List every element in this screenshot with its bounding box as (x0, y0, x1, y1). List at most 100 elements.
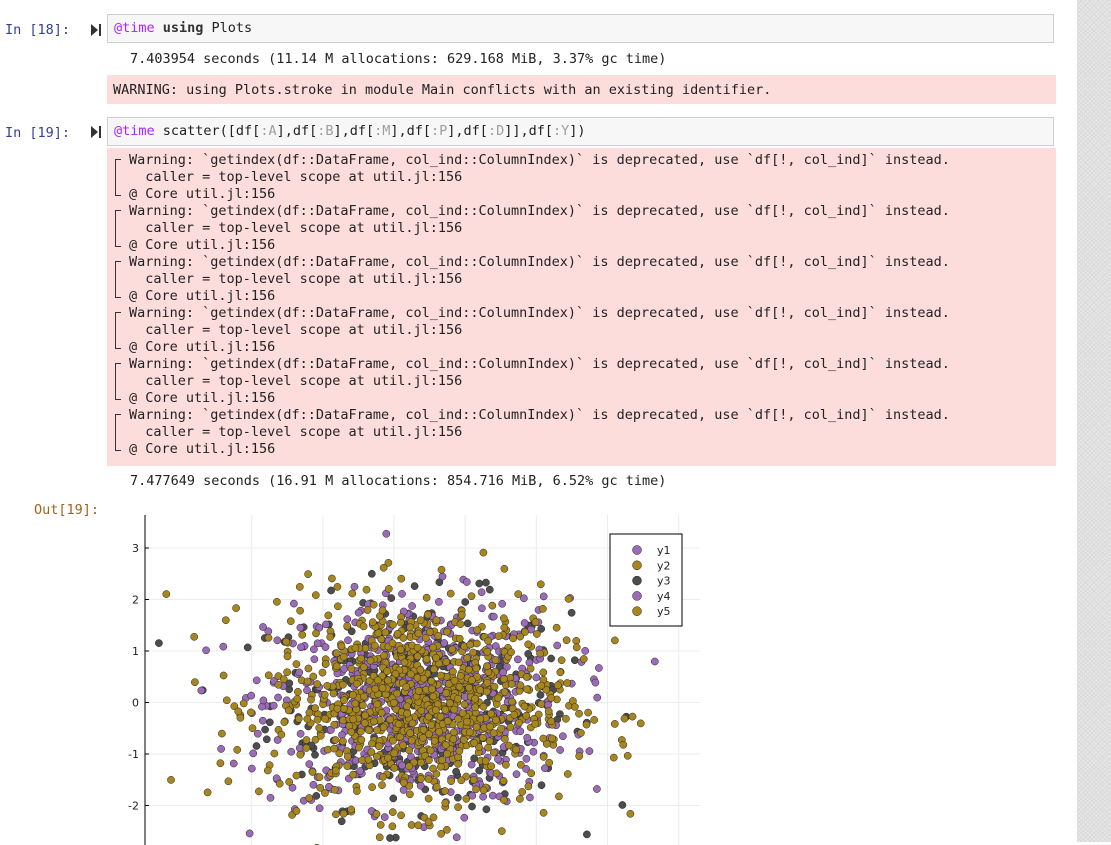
scatter-point (422, 593, 431, 602)
scatter-point (367, 569, 376, 578)
scatter-point (475, 579, 484, 588)
scatter-point (375, 833, 384, 842)
warning-block: Warning: `getindex(df::DataFrame, col_in… (107, 152, 1056, 203)
scatter-point (441, 706, 450, 714)
scatter-point (476, 686, 485, 694)
run-cell-icon[interactable] (91, 24, 101, 36)
scatter-point (499, 614, 508, 623)
scatter-point (463, 717, 471, 726)
warning-line: caller = top-level scope at util.jl:156 (129, 220, 463, 236)
scatter-point (456, 672, 465, 680)
scatter-point (457, 776, 466, 785)
scatter-point (479, 792, 487, 801)
scatter-point (419, 733, 427, 742)
scatter-point (623, 751, 632, 760)
cell-prompt: In [19]: (5, 125, 71, 141)
scatter-point (494, 755, 502, 763)
scatter-point (384, 558, 393, 567)
scrollbar[interactable] (1077, 0, 1111, 842)
scatter-point (509, 634, 517, 643)
scatter-point (295, 583, 304, 591)
scatter-point (500, 704, 508, 712)
bracket-mid (115, 271, 121, 291)
scatter-point (500, 564, 509, 573)
code-symbol: :Y (552, 123, 570, 139)
scatter-point (331, 736, 340, 744)
scatter-point (463, 619, 472, 628)
scatter-point (243, 643, 252, 652)
scatter-point (497, 724, 506, 733)
scatter-point (575, 709, 583, 718)
scatter-point (262, 735, 271, 744)
scatter-point (539, 668, 548, 677)
legend-label: y2 (657, 559, 671, 572)
scatter-point (247, 764, 256, 773)
scatter-point (406, 790, 414, 799)
scatter-point (469, 776, 478, 784)
scatter-point (431, 706, 440, 714)
scatter-point (332, 649, 341, 658)
scatter-point (259, 623, 267, 631)
legend-marker (632, 575, 642, 586)
scatter-point (203, 788, 212, 797)
scatter-point (259, 696, 268, 705)
scatter-plot: 3 2 1 0 -1 -2 y1 y2 y3 y4 y5 (128, 515, 700, 845)
scatter-point (367, 748, 376, 756)
scatter-point (417, 775, 425, 783)
scatter-point (425, 730, 433, 739)
bracket-bottom (115, 443, 121, 451)
scatter-point (313, 639, 322, 648)
scatter-point (270, 749, 279, 758)
scatter-point (285, 778, 294, 786)
scatter-point (443, 749, 452, 758)
scatter-point (531, 618, 540, 627)
bracket-mid (115, 424, 121, 444)
scatter-point (252, 676, 261, 685)
scatter-point (315, 804, 324, 813)
scatter-point (162, 590, 171, 598)
scatter-point (422, 634, 430, 642)
scatter-point (541, 764, 549, 773)
scatter-point (460, 813, 469, 822)
legend-marker (632, 560, 642, 571)
scatter-point (520, 619, 529, 627)
scatter-point (378, 781, 386, 789)
warning-line: @ Core util.jl:156 (129, 186, 276, 202)
scatter-point (334, 602, 342, 611)
scatter-point (303, 715, 312, 723)
scatter-point (403, 709, 411, 718)
scatter-point (478, 604, 486, 613)
scatter-point (489, 729, 498, 737)
scatter-point (455, 634, 464, 643)
bracket-top (115, 312, 121, 323)
scatter-point (523, 733, 532, 742)
scatter-point (494, 632, 503, 641)
scatter-point (479, 786, 488, 795)
scatter-point (437, 565, 446, 574)
scatter-point (222, 696, 231, 705)
scatter-point (373, 726, 381, 734)
code-text: ]) (569, 123, 586, 139)
scatter-point (485, 585, 494, 594)
scatter-point (389, 620, 397, 629)
scatter-point (487, 762, 496, 771)
scatter-point (323, 681, 332, 690)
scatter-point (437, 829, 445, 838)
scatter-point (636, 719, 645, 728)
scatter-point (427, 721, 436, 729)
scatter-point (322, 620, 330, 629)
scatter-point (329, 689, 338, 698)
y-tick-label: 3 (132, 542, 139, 555)
code-input[interactable]: @time scatter([df[:A],df[:B],df[:M],df[:… (107, 117, 1054, 146)
scatter-point (479, 548, 488, 557)
scatter-point (590, 716, 599, 724)
run-cell-icon[interactable] (91, 126, 101, 138)
scatter-point (449, 667, 457, 676)
scatter-point (417, 706, 426, 715)
points (155, 529, 659, 845)
scatter-point (516, 727, 525, 736)
scatter-point (484, 743, 492, 752)
scatter-point (399, 778, 408, 787)
code-input[interactable]: @time using Plots (107, 14, 1054, 43)
scatter-point (384, 754, 392, 762)
